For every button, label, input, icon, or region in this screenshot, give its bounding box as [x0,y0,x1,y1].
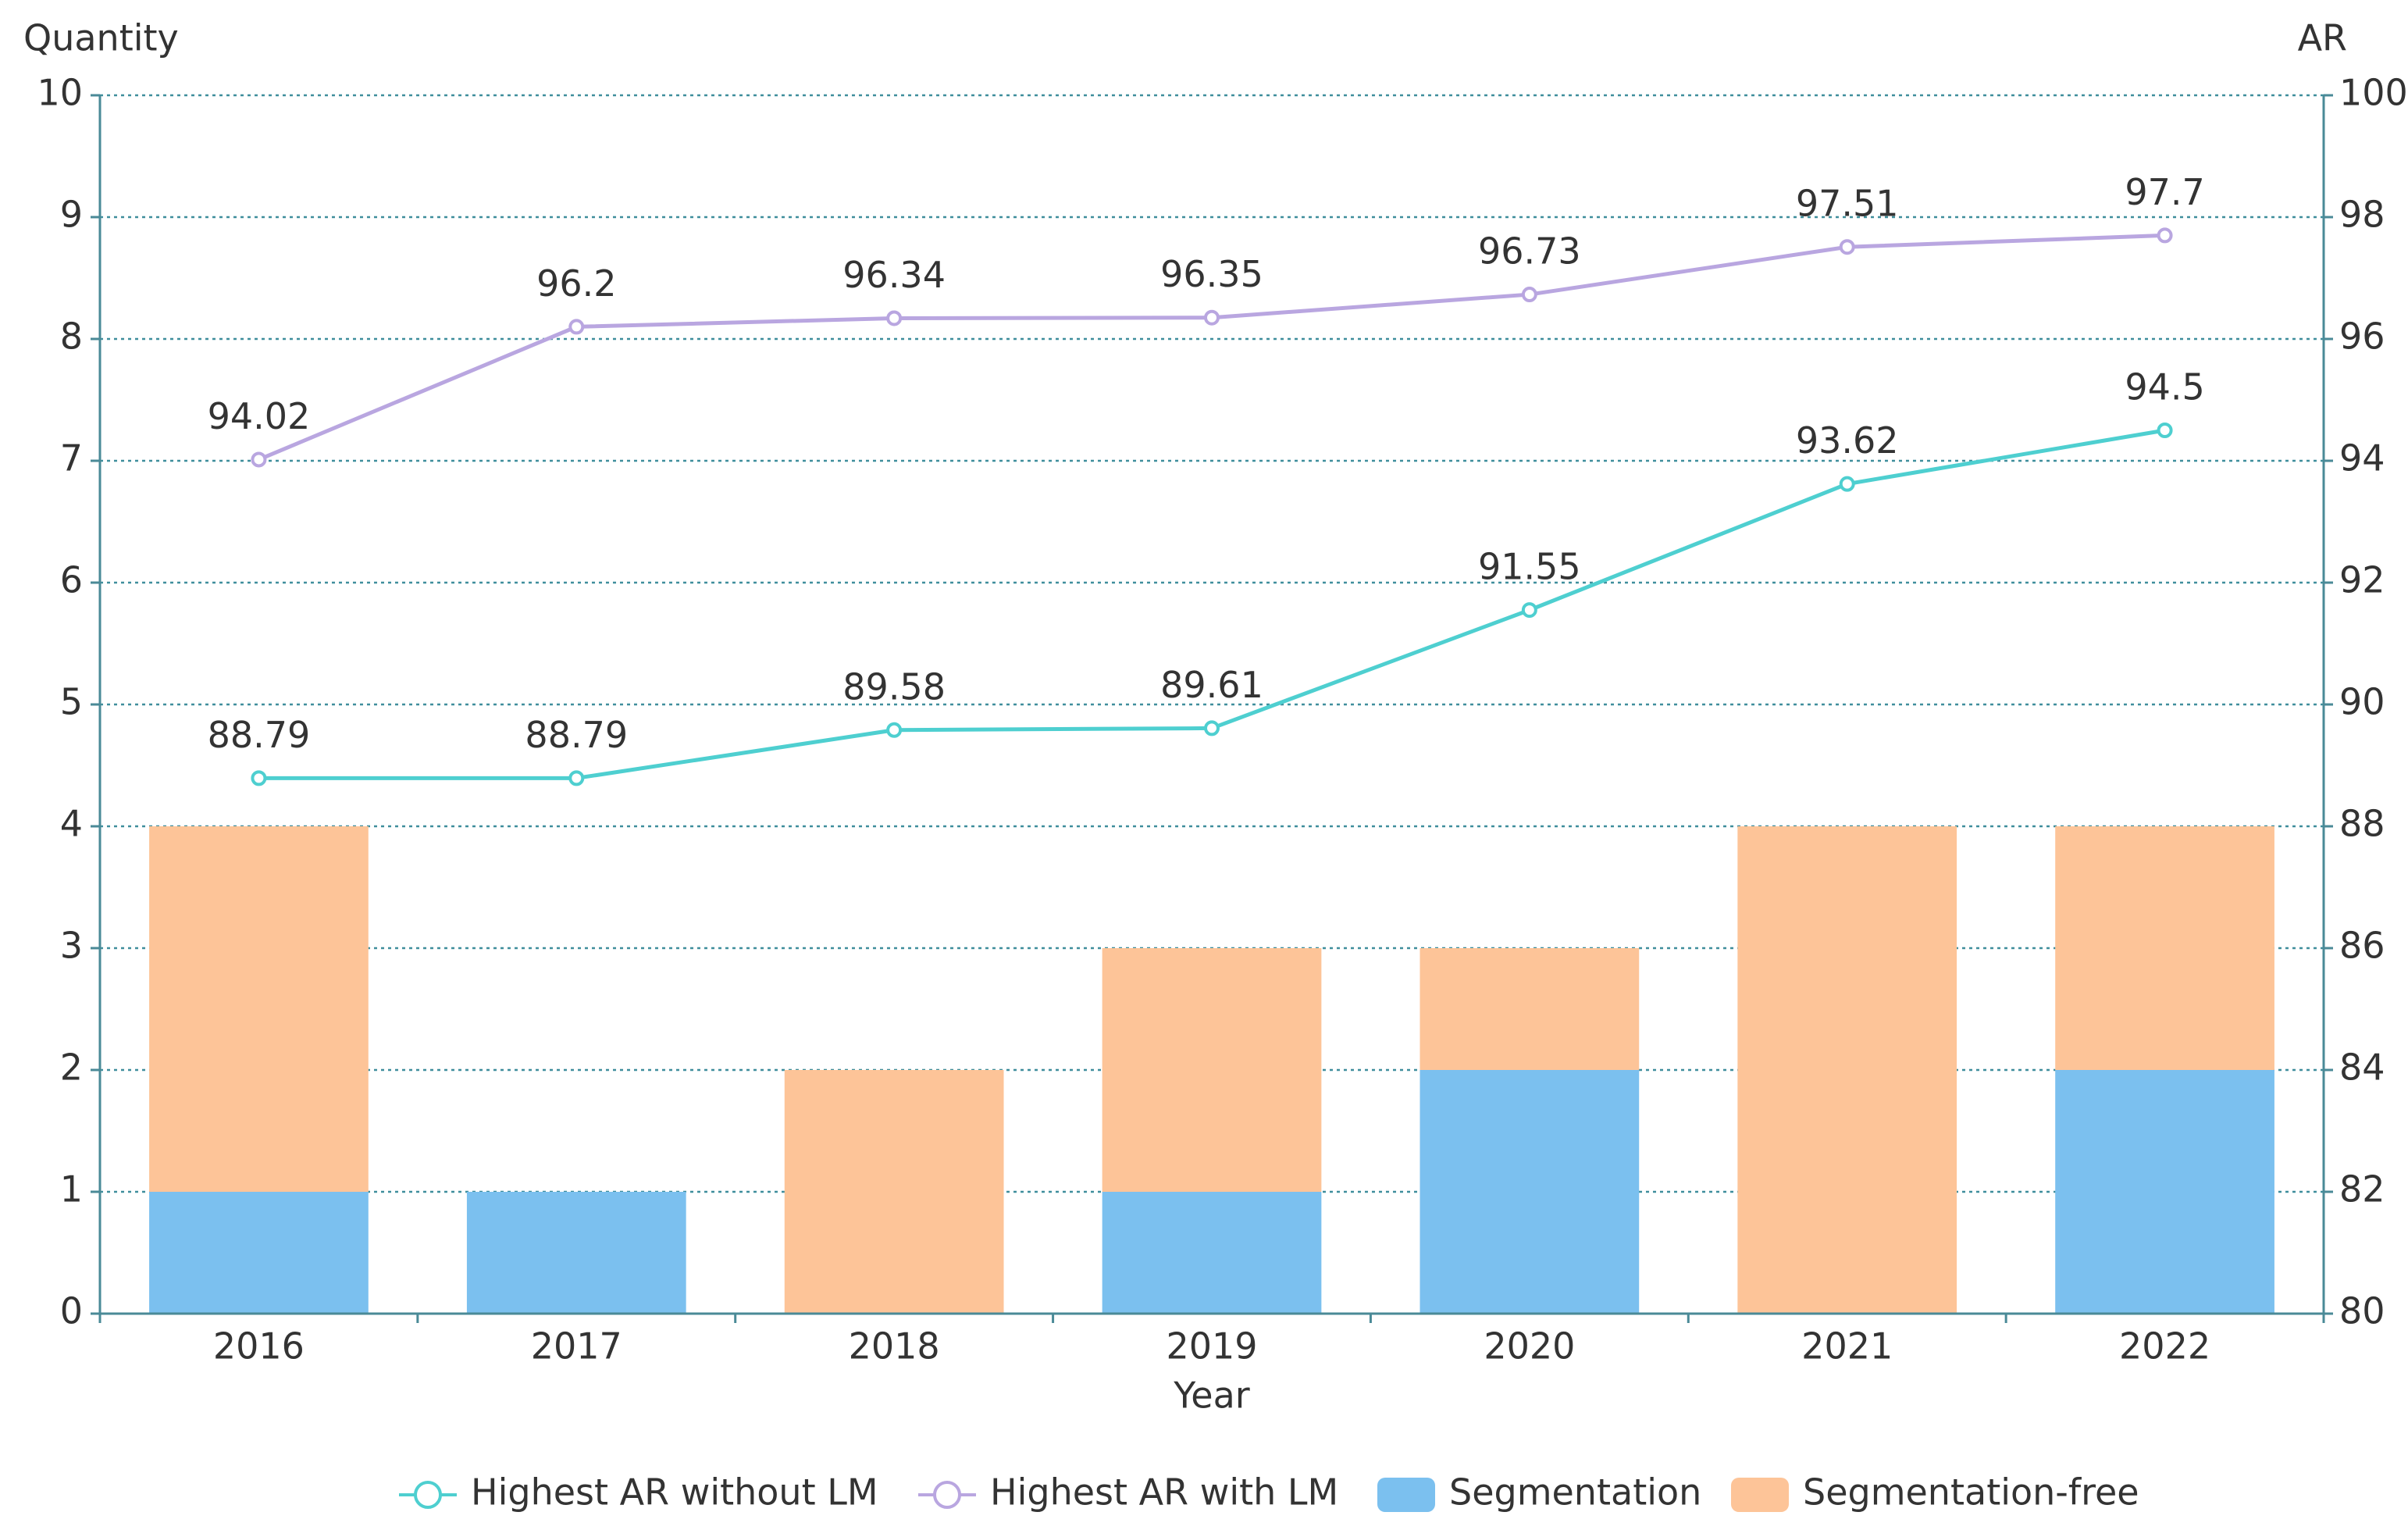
bar [1102,948,1322,1192]
y-tick-label: 8 [60,316,83,358]
y2-tick-label: 80 [2339,1290,2385,1332]
data-label: 96.73 [1478,230,1581,273]
x-axis-title: Year [1173,1375,1249,1417]
x-tick-label: 2021 [1801,1325,1893,1368]
bar [2055,826,2274,1070]
x-tick-label: 2022 [2119,1325,2210,1368]
data-label: 88.79 [208,714,311,756]
y-tick-label: 6 [60,559,83,601]
bar [784,1070,1004,1314]
data-label: 94.5 [2125,366,2204,408]
legend-label: Highest AR with LM [990,1471,1338,1514]
legend-marker [933,1481,961,1509]
legend-item: Highest AR without LM [399,1471,878,1514]
y2-tick-label: 94 [2339,437,2385,480]
legend-item: Segmentation-free [1731,1471,2139,1514]
point [1521,287,1537,303]
y-axis-title: Quantity [23,17,179,59]
legend-label: Segmentation [1449,1471,1701,1514]
bar [466,1192,686,1314]
y2-tick-label: 90 [2339,681,2385,723]
data-label: 91.55 [1478,546,1581,588]
point [568,319,585,335]
data-label: 89.58 [842,665,946,708]
point [2157,423,2173,438]
x-tick-label: 2018 [849,1325,940,1368]
data-label: 93.62 [1796,419,1899,462]
y-tick-label: 2 [60,1047,83,1089]
y2-tick-label: 82 [2339,1168,2385,1211]
y2-tick-label: 96 [2339,316,2385,358]
y-tick-label: 5 [60,681,83,723]
legend-label: Highest AR without LM [471,1471,878,1514]
point [2157,227,2173,244]
y2-tick-label: 88 [2339,803,2385,845]
bar [149,826,369,1192]
bar [1102,1192,1322,1314]
data-label: 89.61 [1160,664,1263,706]
point [1521,602,1537,619]
point [886,722,903,738]
legend-label: Segmentation-free [1803,1471,2139,1514]
y2-tick-label: 98 [2339,194,2385,236]
y2-tick-label: 86 [2339,925,2385,967]
point [1204,309,1220,326]
x-tick-label: 2019 [1166,1325,1257,1368]
y2-axis-title: AR [2298,17,2347,59]
data-label: 96.35 [1160,253,1263,295]
y-tick-label: 7 [60,437,83,480]
bar [1737,826,1957,1314]
data-label: 97.51 [1796,183,1899,225]
x-tick-label: 2016 [213,1325,305,1368]
data-label: 96.34 [842,254,946,296]
bar [1420,948,1640,1070]
point [1839,239,1855,255]
y-tick-label: 4 [60,803,83,845]
bar [1420,1070,1640,1314]
y-tick-label: 9 [60,194,83,236]
legend-swatch [1731,1478,1789,1512]
data-label: 97.7 [2125,171,2204,213]
x-tick-label: 2017 [531,1325,622,1368]
bar [2055,1070,2274,1314]
legend-swatch [1377,1478,1435,1512]
data-label: 94.02 [208,395,311,437]
y-tick-label: 1 [60,1168,83,1211]
data-label: 96.2 [536,262,616,305]
point [1839,476,1855,492]
x-tick-label: 2020 [1484,1325,1575,1368]
y-tick-label: 10 [37,72,83,114]
legend-marker [414,1481,442,1509]
point [251,451,267,468]
legend-item: Highest AR with LM [918,1471,1338,1514]
y-tick-label: 3 [60,925,83,967]
y2-tick-label: 84 [2339,1047,2385,1089]
y2-tick-label: 100 [2339,72,2408,114]
point [1204,720,1220,736]
data-label: 88.79 [525,714,628,756]
y-tick-label: 0 [60,1290,83,1332]
legend-item: Segmentation [1377,1471,1701,1514]
bar [149,1192,369,1314]
y2-tick-label: 92 [2339,559,2385,601]
point [251,770,267,786]
point [568,770,585,786]
point [886,310,903,326]
